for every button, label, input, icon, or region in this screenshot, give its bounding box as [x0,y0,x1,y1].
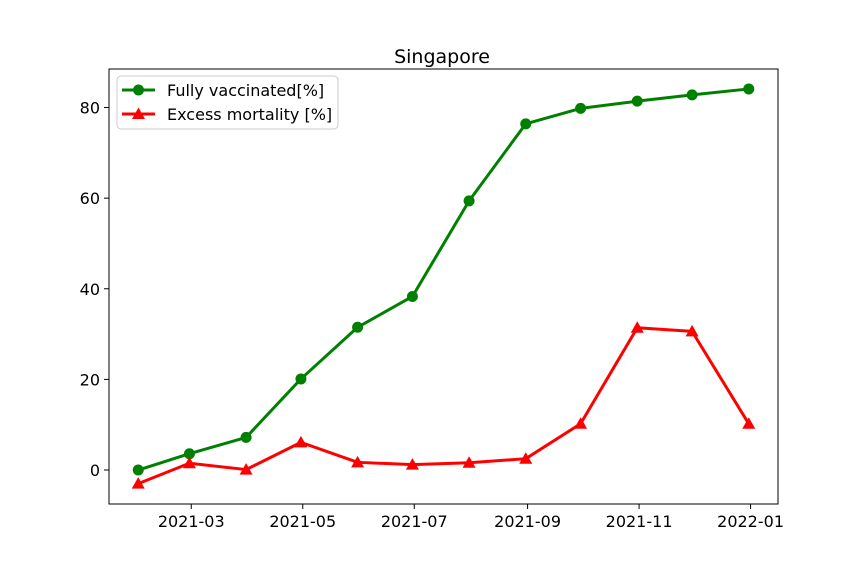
series-line [137,87,749,472]
legend-marker [133,84,144,96]
data-point-circle [352,321,364,333]
y-tick-label: 0 [90,461,100,480]
data-point-triangle [630,321,644,333]
legend-marker [132,107,145,119]
data-point-circle [520,118,532,130]
x-tick-label: 2021-11 [606,512,673,531]
data-point-circle [295,373,307,385]
x-tick-label: 2021-07 [381,512,448,531]
data-point-circle [631,95,643,107]
x-axis: 2021-03 2021-05 2021-07 2021-09 2021-11 2022-… [158,504,784,531]
chart-title: Singapore [394,46,490,68]
data-point-triangle [182,456,196,469]
y-axis: 0 20 40 60 80 [80,99,109,480]
x-tick-label: 2021-09 [494,512,561,531]
legend: Fully vaccinated[%] Excess mortality [%] [116,75,339,130]
data-point-triangle [742,417,756,429]
series-line [137,326,751,486]
x-tick-label: 2021-05 [269,512,336,531]
y-tick-label: 80 [80,99,100,118]
legend-box [116,75,339,130]
y-tick-label: 60 [80,189,100,208]
legend-label: Excess mortality [%] [167,105,332,124]
legend-item: Excess mortality [%] [122,105,332,124]
y-tick-label: 20 [80,370,100,389]
legend-item: Fully vaccinated[%] [122,81,324,100]
data-point-triangle [685,324,699,337]
data-point-triangle [405,458,419,470]
data-point-triangle [519,452,533,464]
y-tick-label: 40 [80,280,100,299]
data-point-circle [132,464,144,476]
data-point-circle [686,89,698,101]
legend-label: Fully vaccinated[%] [167,81,324,100]
x-tick-label: 2021-03 [158,512,225,531]
data-point-circle [406,290,418,302]
data-point-circle [183,448,195,460]
data-point-circle [575,102,587,114]
data-point-triangle [351,455,365,468]
x-tick-label: 2022-01 [717,512,784,531]
data-point-triangle [294,435,308,448]
data-point-triangle [131,477,145,489]
series-layer [131,83,756,489]
data-point-circle [240,431,252,443]
series-1 [132,83,755,476]
data-point-circle [463,195,475,207]
plot-frame [108,68,779,505]
data-point-circle [743,83,755,95]
data-point-triangle [239,463,253,475]
data-point-triangle [574,417,588,429]
series-2 [131,321,756,489]
data-point-triangle [462,456,476,468]
